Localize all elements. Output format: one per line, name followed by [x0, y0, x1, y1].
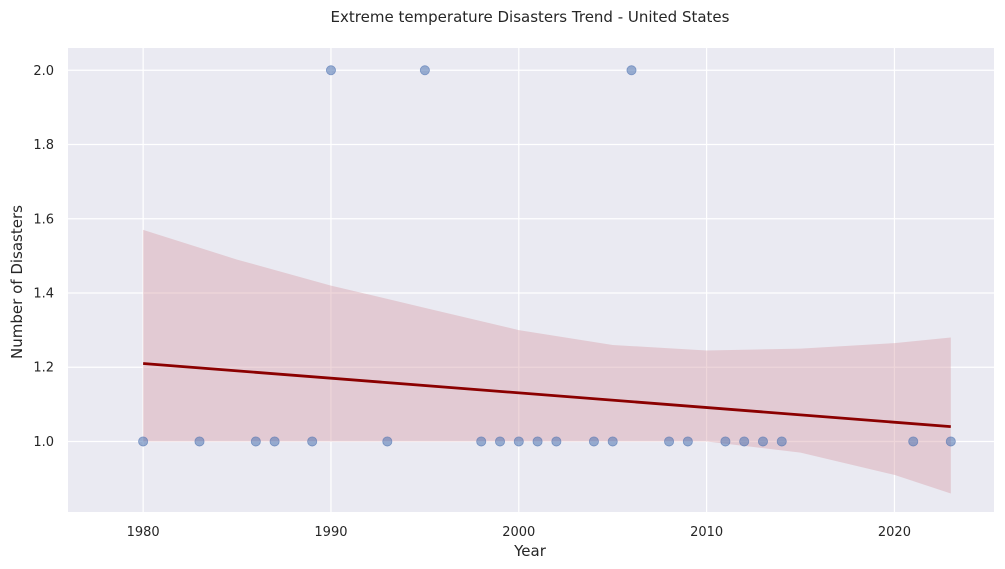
- data-point: [551, 436, 562, 447]
- data-point: [513, 436, 524, 447]
- data-point: [325, 65, 336, 76]
- data-point: [194, 436, 205, 447]
- plot-area: [68, 48, 994, 512]
- trend-line: [143, 362, 951, 429]
- y-tick-label: 1.4: [33, 286, 54, 301]
- data-point: [532, 436, 543, 447]
- data-point: [250, 436, 261, 447]
- x-tick-label: 2010: [690, 525, 723, 540]
- y-axis-label: Number of Disasters: [8, 205, 26, 359]
- data-point: [664, 436, 675, 447]
- data-point: [607, 436, 618, 447]
- data-point: [720, 436, 731, 447]
- x-tick-label: 2020: [878, 525, 911, 540]
- data-point: [138, 436, 149, 447]
- x-tick-label: 1990: [314, 525, 347, 540]
- y-tick-label: 1.8: [33, 138, 54, 153]
- data-points: [138, 65, 956, 447]
- y-axis-ticks: 1.0 1.2 1.4 1.6 1.8 2.0: [33, 64, 54, 450]
- data-point: [269, 436, 280, 447]
- confidence-band: [143, 229, 951, 494]
- y-tick-label: 1.2: [33, 361, 54, 376]
- x-axis-ticks: 1980 1990 2000 2010 2020: [127, 525, 911, 540]
- trend-line-group: [143, 362, 951, 429]
- data-point: [757, 436, 768, 447]
- y-tick-label: 2.0: [33, 64, 54, 79]
- data-point: [945, 436, 956, 447]
- data-point: [588, 436, 599, 447]
- grid-lines: [68, 48, 994, 512]
- data-point: [495, 436, 506, 447]
- data-point: [476, 436, 487, 447]
- data-point: [626, 65, 637, 76]
- data-point: [682, 436, 693, 447]
- x-axis-label: Year: [513, 542, 547, 560]
- data-point: [776, 436, 787, 447]
- y-tick-label: 1.6: [33, 212, 54, 227]
- x-tick-label: 1980: [127, 525, 160, 540]
- data-point: [307, 436, 318, 447]
- data-point: [908, 436, 919, 447]
- y-tick-label: 1.0: [33, 435, 54, 450]
- data-point: [382, 436, 393, 447]
- confidence-band-area: [143, 229, 951, 494]
- data-point: [419, 65, 430, 76]
- data-point: [739, 436, 750, 447]
- chart-title: Extreme temperature Disasters Trend - Un…: [331, 8, 730, 26]
- x-tick-label: 2000: [502, 525, 535, 540]
